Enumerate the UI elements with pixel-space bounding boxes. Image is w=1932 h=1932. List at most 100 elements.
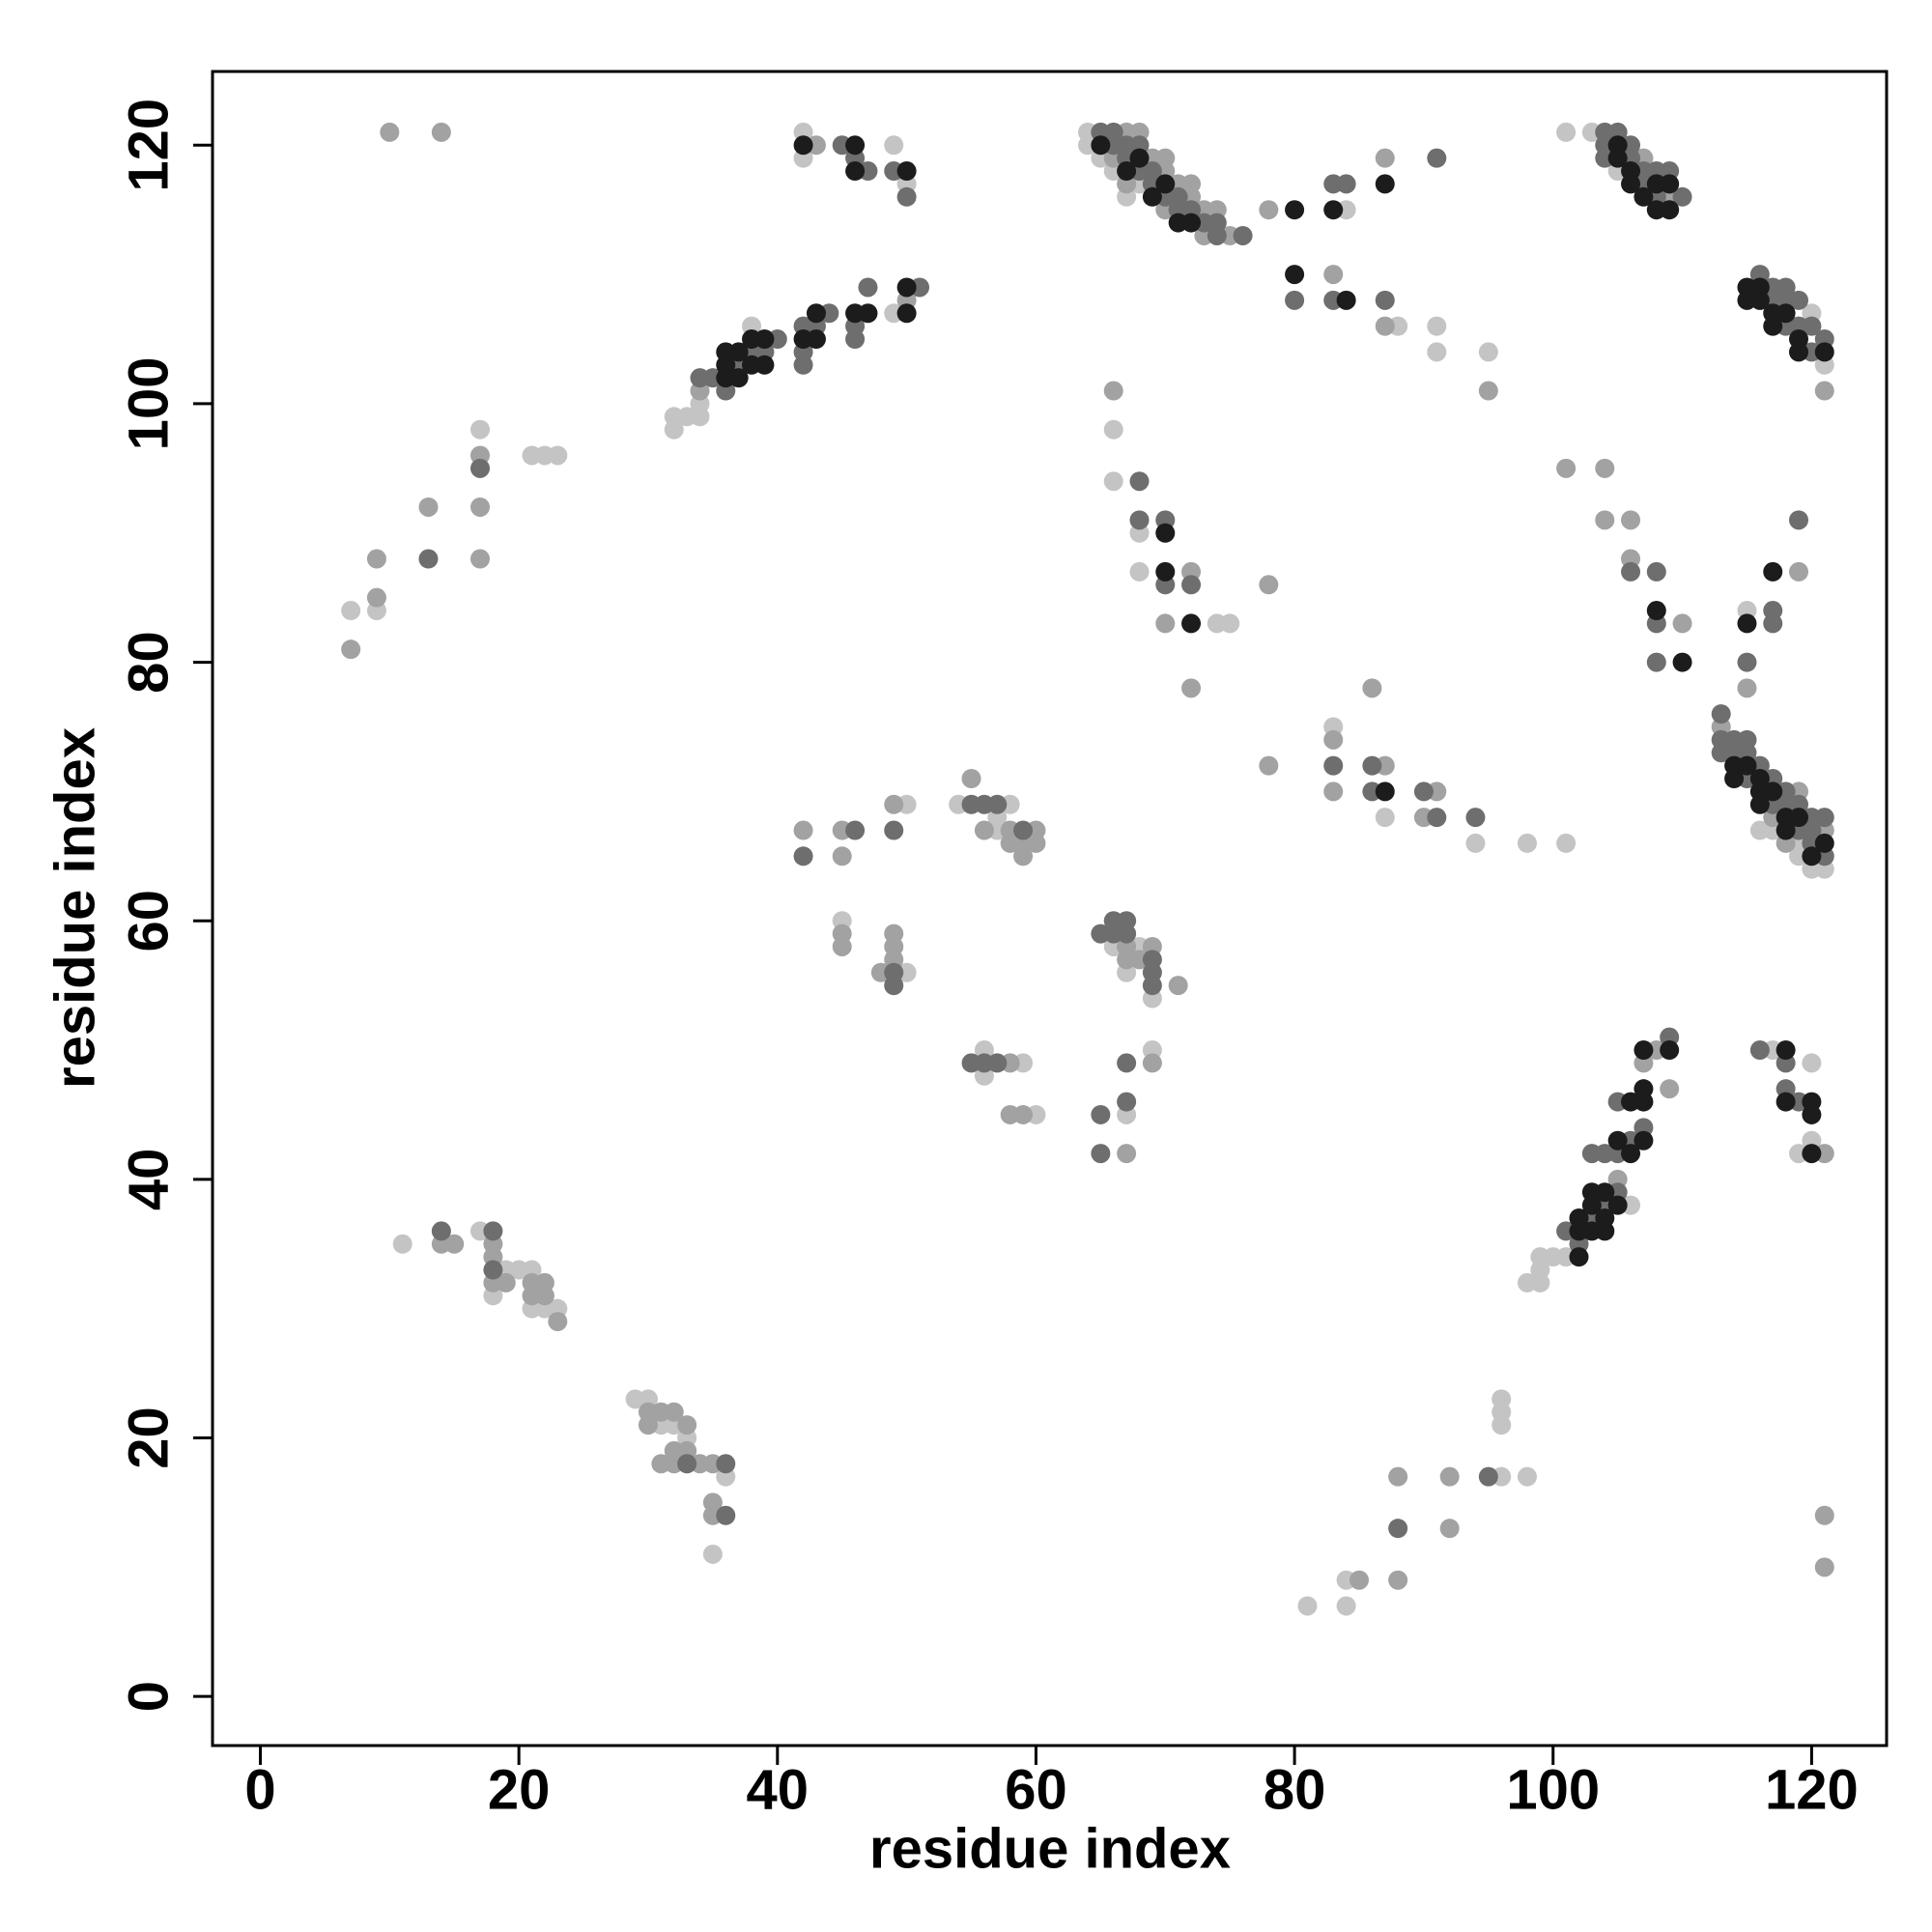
point — [1155, 561, 1176, 582]
point — [483, 1260, 503, 1280]
point — [1427, 342, 1447, 362]
point — [496, 1272, 516, 1293]
point — [1388, 1466, 1408, 1487]
point — [1672, 613, 1692, 634]
point — [832, 923, 852, 944]
point — [728, 342, 749, 362]
point — [1595, 458, 1615, 478]
point — [1323, 200, 1344, 220]
point — [987, 1053, 1008, 1073]
point — [1802, 316, 1822, 336]
point — [1634, 186, 1654, 207]
point — [1375, 781, 1395, 802]
x-tick-label: 60 — [1005, 1758, 1067, 1821]
x-axis-title: residue index — [869, 1817, 1231, 1880]
point — [444, 1234, 465, 1254]
point — [1026, 833, 1046, 853]
point — [884, 962, 904, 982]
point — [1672, 186, 1692, 207]
point — [1763, 781, 1783, 802]
point — [1427, 148, 1447, 168]
point — [1362, 678, 1382, 698]
plot-frame — [211, 70, 1889, 1747]
point — [1621, 174, 1641, 194]
point — [1323, 265, 1344, 285]
point — [1660, 174, 1680, 194]
point — [1517, 1466, 1537, 1487]
point — [884, 794, 904, 814]
point — [754, 329, 775, 350]
x-tick-label: 40 — [747, 1758, 810, 1821]
point — [1789, 510, 1809, 530]
point — [1129, 148, 1150, 168]
point — [664, 1402, 684, 1422]
point — [1660, 1040, 1680, 1061]
point — [716, 1454, 736, 1474]
point — [1672, 652, 1692, 672]
point — [1181, 575, 1202, 595]
point — [1621, 1144, 1641, 1164]
point — [1802, 1144, 1822, 1164]
point — [341, 639, 361, 660]
point — [884, 923, 904, 944]
point — [1814, 1557, 1834, 1577]
point — [1375, 174, 1395, 194]
point — [1478, 381, 1498, 401]
point — [638, 1415, 658, 1435]
point — [418, 549, 439, 569]
point — [1129, 561, 1150, 582]
point — [754, 355, 775, 375]
point — [1285, 200, 1305, 220]
point — [1517, 833, 1537, 853]
point — [1168, 976, 1188, 996]
point — [1117, 1144, 1137, 1164]
point — [1103, 471, 1123, 492]
point — [1091, 1104, 1111, 1124]
point — [1375, 290, 1395, 310]
point — [793, 846, 813, 867]
point — [987, 794, 1008, 814]
point — [806, 303, 826, 324]
point — [1569, 1247, 1589, 1267]
point — [845, 820, 866, 840]
point — [1776, 1092, 1796, 1112]
x-tick-label: 120 — [1765, 1758, 1859, 1821]
y-axis-title: residue index — [43, 727, 106, 1089]
point — [1117, 923, 1137, 944]
point — [1465, 833, 1486, 853]
y-tick-label: 80 — [117, 631, 180, 694]
point — [728, 368, 749, 388]
point — [884, 820, 904, 840]
point — [418, 497, 439, 517]
point — [1142, 1053, 1162, 1073]
point — [1091, 1144, 1111, 1164]
point — [431, 1221, 451, 1241]
point — [1763, 316, 1783, 336]
point — [1336, 290, 1356, 310]
point — [1660, 200, 1680, 220]
point — [1181, 613, 1202, 634]
x-tick-label: 100 — [1506, 1758, 1600, 1821]
point — [1220, 613, 1240, 634]
point — [534, 1286, 554, 1306]
x-tick-label: 0 — [244, 1758, 275, 1821]
x-tick-label: 20 — [488, 1758, 551, 1821]
point — [1375, 316, 1395, 336]
point — [431, 122, 451, 142]
point — [1789, 290, 1809, 310]
point — [1129, 471, 1150, 492]
point — [896, 161, 917, 182]
point — [1737, 652, 1757, 672]
point — [1336, 174, 1356, 194]
point — [1297, 1596, 1318, 1616]
point — [1323, 781, 1344, 802]
point — [1556, 833, 1577, 853]
point — [1285, 265, 1305, 285]
point — [1634, 1040, 1654, 1061]
point — [1634, 1079, 1654, 1099]
point — [470, 458, 491, 478]
point — [1155, 523, 1176, 543]
point — [1749, 1040, 1770, 1061]
point — [1737, 755, 1757, 776]
point — [1776, 1040, 1796, 1061]
